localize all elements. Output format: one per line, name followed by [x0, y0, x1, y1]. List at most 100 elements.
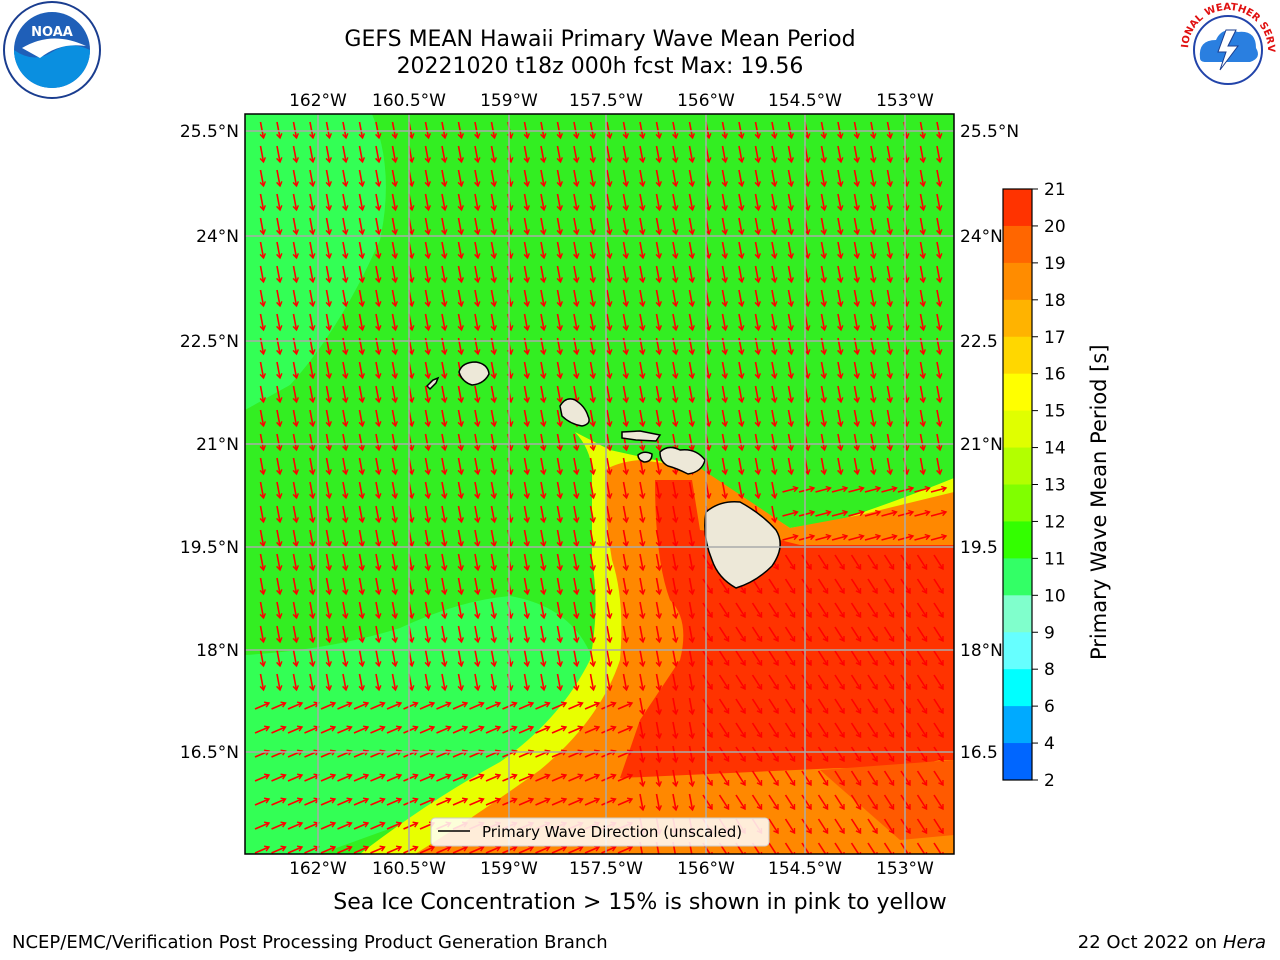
- wave-arrow-icon: [342, 433, 349, 452]
- wave-arrow-icon: [309, 625, 316, 644]
- island-lanai: [637, 451, 653, 463]
- wave-arrow-icon: [817, 770, 829, 787]
- wave-arrow-icon: [358, 505, 366, 524]
- wave-arrow-icon: [771, 121, 778, 140]
- wave-arrow-icon: [424, 553, 432, 572]
- wave-arrow-icon: [655, 361, 663, 380]
- sea-ice-caption: Sea Ice Concentration > 15% is shown in …: [333, 890, 947, 915]
- wave-arrow-icon: [930, 485, 948, 493]
- colorbar-tick-label: 20: [1044, 217, 1066, 237]
- wave-arrow-icon: [424, 529, 432, 548]
- wave-arrow-icon: [540, 313, 547, 332]
- wave-arrow-icon: [573, 121, 580, 140]
- colorbar-tick-label: 14: [1044, 439, 1066, 459]
- wave-arrow-icon: [754, 385, 762, 404]
- wave-arrow-icon: [914, 509, 931, 517]
- wave-arrow-icon: [309, 121, 316, 140]
- wave-arrow-icon: [309, 313, 316, 332]
- wave-arrow-icon: [853, 385, 861, 404]
- footer-machine: Hera: [1222, 932, 1266, 953]
- wave-arrow-icon: [639, 145, 646, 164]
- longitude-label: 162°W: [289, 91, 347, 111]
- wave-arrow-icon: [721, 241, 729, 260]
- wave-arrow-icon: [391, 673, 399, 692]
- wave-arrow-icon: [870, 145, 877, 164]
- wave-arrow-icon: [606, 649, 613, 668]
- wave-arrow-icon: [622, 457, 630, 476]
- wave-arrow-icon: [738, 193, 745, 212]
- wave-arrow-icon: [441, 385, 448, 404]
- wave-arrow-icon: [342, 385, 349, 404]
- wave-arrow-icon: [606, 145, 613, 164]
- wave-arrow-icon: [768, 650, 779, 667]
- wave-arrow-icon: [292, 313, 300, 332]
- wave-arrow-icon: [606, 529, 613, 548]
- wave-arrow-icon: [403, 725, 419, 734]
- wave-arrow-icon: [787, 121, 795, 140]
- latitude-label: 19.5°N: [180, 538, 239, 558]
- wave-arrow-icon: [837, 361, 844, 380]
- wave-arrow-icon: [801, 722, 812, 739]
- colorbar: 21 20 19 18 17 16 15 14 13 12 11 10 9 8 6 4 2: [1002, 180, 1066, 791]
- wave-arrow-icon: [702, 746, 713, 763]
- wave-arrow-icon: [370, 845, 386, 854]
- wave-arrow-icon: [919, 361, 927, 380]
- wave-arrow-icon: [622, 649, 630, 668]
- wave-arrow-icon: [622, 505, 630, 524]
- wave-arrow-icon: [490, 481, 498, 500]
- wave-arrow-icon: [556, 601, 564, 620]
- wave-arrow-icon: [535, 797, 551, 806]
- wave-arrow-icon: [639, 217, 646, 236]
- wave-arrow-icon: [556, 625, 564, 644]
- wave-arrow-icon: [702, 674, 713, 691]
- wave-arrow-icon: [672, 361, 679, 380]
- wave-arrow-icon: [556, 121, 564, 140]
- wave-arrow-icon: [276, 385, 283, 404]
- wave-arrow-icon: [688, 529, 696, 548]
- wave-arrow-icon: [870, 385, 877, 404]
- map-title: GEFS MEAN Hawaii Primary Wave Mean Perio…: [344, 27, 856, 52]
- wave-arrow-icon: [325, 457, 333, 476]
- colorbar-segment: [1003, 743, 1032, 781]
- latitude-label: 25.5°N: [180, 122, 239, 142]
- wave-arrow-icon: [391, 433, 399, 452]
- wave-arrow-icon: [886, 265, 894, 284]
- wave-arrow-icon: [573, 625, 580, 644]
- colorbar-tick-label: 6: [1044, 697, 1055, 717]
- wave-arrow-icon: [702, 722, 713, 739]
- wave-arrow-icon: [292, 385, 300, 404]
- wave-arrow-icon: [259, 433, 267, 452]
- wave-arrow-icon: [254, 725, 271, 734]
- longitude-labels-bottom: 162°W 160.5°W 159°W 157.5°W 156°W 154.5°W 153°…: [289, 859, 934, 879]
- wave-arrow-icon: [886, 361, 894, 380]
- wave-arrow-icon: [771, 409, 778, 428]
- wave-arrow-icon: [271, 797, 287, 806]
- wave-arrow-icon: [568, 725, 584, 734]
- wave-arrow-icon: [337, 821, 353, 830]
- wave-arrow-icon: [320, 773, 337, 782]
- wave-arrow-icon: [834, 674, 845, 691]
- wave-arrow-icon: [523, 505, 531, 524]
- wave-arrow-icon: [916, 554, 928, 571]
- wave-arrow-icon: [276, 121, 283, 140]
- wave-arrow-icon: [867, 554, 878, 571]
- wave-arrow-icon: [391, 289, 399, 308]
- wave-arrow-icon: [292, 193, 300, 212]
- wave-arrow-icon: [784, 770, 796, 787]
- wave-arrow-icon: [589, 241, 597, 260]
- latitude-label: 24°N: [196, 227, 239, 247]
- wave-arrow-icon: [325, 385, 333, 404]
- wave-arrow-icon: [375, 433, 382, 452]
- wave-arrow-icon: [556, 529, 564, 548]
- wave-arrow-icon: [771, 169, 778, 188]
- wave-arrow-icon: [436, 701, 452, 710]
- wave-arrow-icon: [259, 625, 267, 644]
- wave-arrow-icon: [754, 409, 762, 428]
- wave-arrow-icon: [271, 773, 287, 782]
- wave-arrow-icon: [672, 649, 679, 668]
- wave-arrow-icon: [768, 626, 779, 643]
- wave-arrow-icon: [457, 193, 465, 212]
- wave-arrow-icon: [358, 145, 366, 164]
- wave-arrow-icon: [787, 193, 795, 212]
- wave-arrow-icon: [259, 481, 267, 500]
